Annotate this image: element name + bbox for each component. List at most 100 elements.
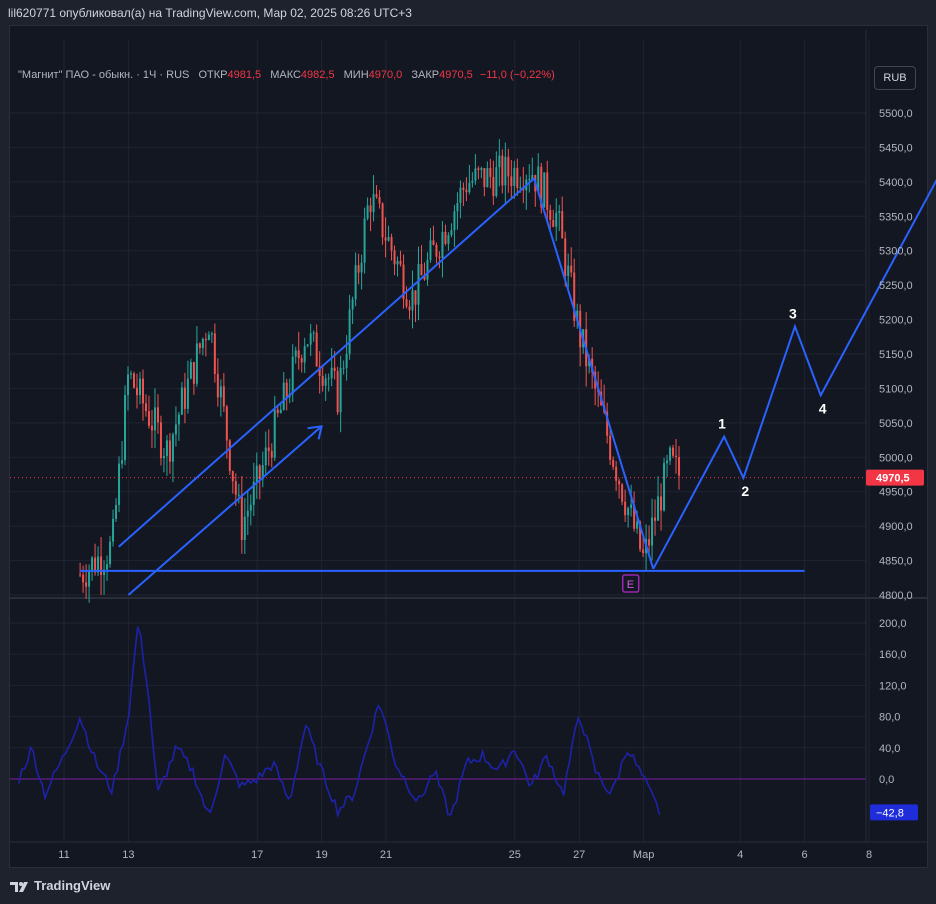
price-tick-label: 5000,0 (879, 452, 913, 464)
elliott-wave-path[interactable] (652, 168, 936, 570)
candle-body (94, 557, 97, 573)
candle-body (112, 518, 115, 542)
candle-body (285, 382, 288, 397)
candle-body (399, 260, 402, 265)
candle-body (432, 240, 435, 246)
candle-body (147, 411, 150, 426)
currency-button[interactable]: RUB (874, 66, 916, 90)
high-label: МАКС (270, 69, 301, 81)
candle-body (333, 367, 336, 372)
candle-body (561, 211, 564, 239)
candle-body (124, 394, 127, 461)
candle-body (648, 539, 651, 546)
candle-body (183, 387, 186, 409)
candle-body (555, 212, 558, 227)
candle-body (633, 504, 636, 529)
candle-body (450, 230, 453, 236)
tradingview-logo-icon (10, 881, 28, 892)
candle-body (336, 371, 339, 413)
tradingview-footer[interactable]: TradingView (10, 878, 110, 894)
candle-body (636, 521, 639, 529)
candle-body (423, 275, 426, 280)
candle-body (300, 358, 303, 363)
publish-info: lil620771 опубликовал(а) на TradingView.… (8, 6, 412, 20)
candle-body (171, 434, 174, 462)
time-tick-label: 21 (380, 849, 392, 861)
candle-body (144, 403, 147, 412)
candle-body (486, 168, 489, 187)
candle-body (516, 167, 519, 188)
time-tick-label: 17 (251, 849, 263, 861)
osc-tick-label: 160,0 (879, 649, 907, 661)
candle-body (324, 378, 327, 386)
candle-body (612, 459, 615, 467)
candle-body (186, 378, 189, 409)
candle-body (402, 264, 405, 300)
candle-body (624, 501, 627, 516)
candle-body (576, 310, 579, 321)
price-tick-label: 5450,0 (879, 142, 913, 154)
candle-body (168, 440, 171, 462)
candle-body (273, 409, 276, 458)
candle-body (438, 256, 441, 259)
candle-body (519, 187, 522, 189)
candle-body (261, 465, 264, 480)
earnings-marker[interactable] (621, 574, 640, 593)
time-tick-label: 19 (315, 849, 327, 861)
candle-body (396, 260, 399, 265)
candle-body (91, 557, 94, 571)
candle-body (669, 447, 672, 461)
symbol-label[interactable]: "Магнит" ПАО - обыкн. · 1Ч · RUS (18, 69, 190, 81)
candle-body (480, 168, 483, 170)
candle-body (477, 168, 480, 170)
open-value: 4981,5 (227, 69, 262, 81)
candle-body (483, 168, 486, 187)
last-price-label: 4970,5 (876, 473, 910, 485)
candle-body (165, 440, 168, 457)
candle-body (540, 166, 543, 208)
rise-trend-line[interactable] (118, 177, 535, 548)
candle-body (97, 556, 100, 573)
osc-tick-label: 200,0 (879, 618, 907, 630)
candle-body (351, 299, 354, 310)
candle-body (207, 334, 210, 341)
candle-body (339, 367, 342, 413)
drop-trend-line[interactable] (533, 178, 655, 570)
candle-body (255, 465, 258, 482)
candle-body (672, 447, 675, 456)
close-label: ЗАКР (411, 69, 440, 81)
candle-body (231, 471, 234, 482)
channel-arrow[interactable] (127, 425, 323, 596)
candle-body (414, 290, 417, 305)
candle-body (138, 378, 141, 396)
candle-body (468, 182, 471, 193)
candle-body (678, 457, 681, 476)
time-tick-label: 8 (866, 849, 872, 861)
candle-body (363, 218, 366, 263)
candle-body (435, 245, 438, 257)
candle-body (297, 350, 300, 359)
osc-value-tag (870, 804, 918, 821)
candle-body (492, 176, 495, 197)
candle-body (252, 481, 255, 505)
candle-body (189, 362, 192, 379)
candle-body (429, 240, 432, 260)
candle-body (615, 466, 618, 481)
candle-body (543, 172, 546, 208)
open-label: ОТКР (198, 69, 228, 81)
time-tick-label: Мар (633, 849, 655, 861)
low-label: МИН (343, 69, 369, 81)
last-price-tag (866, 469, 924, 486)
time-tick-label: 4 (737, 849, 743, 861)
candle-body (504, 156, 507, 186)
candle-body (330, 367, 333, 379)
candle-body (501, 155, 504, 186)
candle-body (459, 187, 462, 203)
candle-body (249, 504, 252, 511)
candle-body (240, 494, 243, 541)
candle-body (546, 172, 549, 210)
candle-body (411, 290, 414, 311)
candle-body (282, 382, 285, 410)
chart-frame[interactable] (9, 25, 928, 868)
